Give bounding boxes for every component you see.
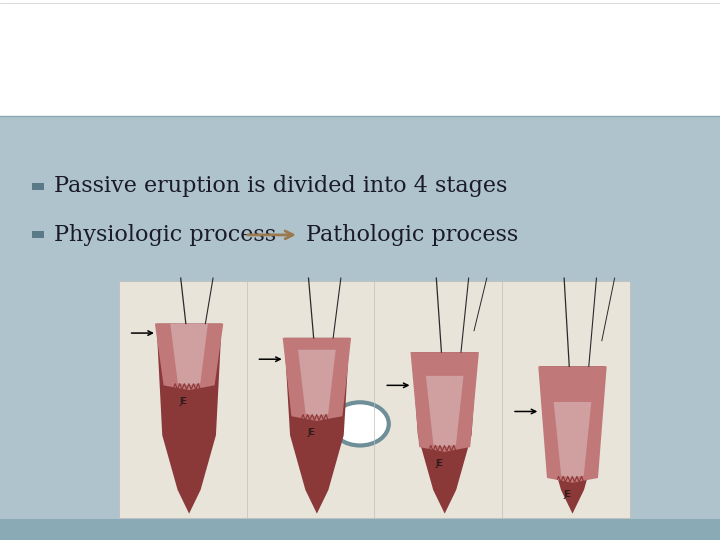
- Text: JE: JE: [435, 459, 443, 468]
- Polygon shape: [284, 338, 349, 514]
- Polygon shape: [426, 376, 464, 447]
- FancyBboxPatch shape: [0, 0, 720, 116]
- Polygon shape: [156, 323, 222, 514]
- Polygon shape: [554, 402, 591, 478]
- Text: Pathologic process: Pathologic process: [306, 224, 518, 246]
- Polygon shape: [170, 323, 208, 386]
- Text: JE: JE: [307, 428, 315, 437]
- Text: Physiologic process: Physiologic process: [54, 224, 276, 246]
- Polygon shape: [155, 323, 223, 390]
- Polygon shape: [283, 338, 351, 421]
- Text: JE: JE: [563, 490, 571, 499]
- Polygon shape: [412, 352, 477, 514]
- Polygon shape: [298, 350, 336, 416]
- Circle shape: [331, 402, 389, 446]
- Polygon shape: [410, 352, 479, 452]
- Polygon shape: [539, 366, 607, 483]
- FancyBboxPatch shape: [32, 231, 44, 239]
- Circle shape: [343, 411, 377, 437]
- FancyBboxPatch shape: [32, 183, 44, 190]
- Polygon shape: [540, 366, 605, 514]
- FancyBboxPatch shape: [0, 519, 720, 540]
- FancyBboxPatch shape: [119, 281, 630, 518]
- Text: JE: JE: [179, 397, 187, 407]
- FancyBboxPatch shape: [0, 116, 720, 540]
- Text: Passive eruption is divided into 4 stages: Passive eruption is divided into 4 stage…: [54, 176, 508, 197]
